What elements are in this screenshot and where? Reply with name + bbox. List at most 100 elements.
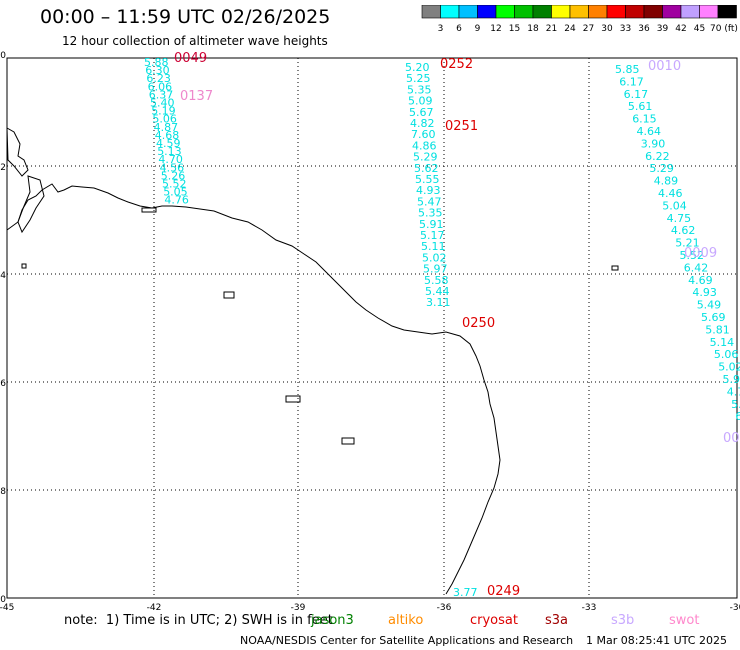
- legend-label: 45: [694, 24, 705, 34]
- footer-source: NOAA/NESDIS Center for Satellite Applica…: [240, 634, 574, 647]
- swh-value: 5.91: [419, 218, 444, 231]
- swh-value: 5.47: [417, 195, 442, 208]
- swh-value: 4.75: [667, 212, 692, 225]
- swh-value: 7.60: [411, 128, 436, 141]
- y-tick-label: -8: [0, 487, 6, 497]
- swh-value: 5.58: [424, 274, 449, 287]
- legend-label: 18: [527, 24, 539, 34]
- legend-label: 3: [438, 24, 444, 34]
- legend-label: 27: [583, 24, 594, 34]
- swh-value: 5.26: [161, 169, 186, 182]
- pass-time-label: 0010: [648, 59, 681, 74]
- y-tick-label: -4: [0, 271, 6, 281]
- island: [141, 207, 157, 213]
- swh-value: 5.25: [406, 72, 431, 85]
- swh-value: 5.19: [151, 105, 176, 118]
- swh-value: 6.22: [645, 150, 670, 163]
- pass-time-label: 0250: [462, 316, 495, 331]
- swh-value: 5.20: [405, 61, 430, 74]
- swh-value: 4.93: [416, 184, 441, 197]
- x-tick-label: -39: [291, 603, 306, 612]
- swh-value: 4.69: [688, 274, 713, 287]
- swh-value: 4.73: [727, 385, 740, 398]
- swh-value: 5.14: [710, 336, 735, 349]
- satellite-s3a: s3a: [545, 613, 569, 628]
- swh-value: 6.15: [632, 113, 657, 126]
- legend-label: 15: [509, 24, 520, 34]
- pass-time-label: 0249: [487, 584, 520, 599]
- swh-value: 6.23: [146, 72, 171, 85]
- swh-value: 5.09: [408, 95, 433, 108]
- swh-value: 4.82: [410, 117, 435, 130]
- map-subtitle: 12 hour collection of altimeter wave hei…: [62, 34, 328, 48]
- swh-value: 5.06: [714, 348, 739, 361]
- altimeter-track: 5.856.176.175.616.154.643.906.225.294.89…: [615, 59, 740, 446]
- satellite-altiko: altiko: [388, 613, 424, 628]
- y-tick-label: -2: [0, 163, 6, 173]
- island: [285, 395, 301, 403]
- island: [21, 263, 27, 269]
- swh-value: 4.89: [654, 175, 679, 188]
- swh-value: 5.21: [675, 237, 700, 250]
- swh-value: 5.85: [615, 63, 640, 76]
- pass-time-label: 00: [723, 431, 740, 446]
- swh-value: 5.29: [413, 151, 438, 164]
- swh-value: 4.87: [154, 121, 179, 134]
- color-legend: 3 6 9 12 15 18 21 24 27 30 33 36 39 42 45 70 (ft): [421, 5, 738, 34]
- swh-value: 3.11: [426, 296, 451, 309]
- map-title: 00:00 – 11:59 UTC 02/26/2025: [40, 6, 331, 28]
- swh-value: 6.42: [684, 261, 709, 274]
- swh-value: 5.67: [409, 106, 434, 119]
- swh-value: 3.77: [453, 586, 478, 599]
- x-tick-label: -36: [437, 603, 452, 612]
- island: [611, 265, 619, 271]
- pass-time-label: 0009: [684, 246, 717, 261]
- swh-value: 5.40: [150, 97, 175, 110]
- legend-label: 36: [638, 24, 650, 34]
- legend-label: 24: [564, 24, 576, 34]
- swh-value: 6.37: [149, 88, 174, 101]
- satellite-s3b: s3b: [611, 613, 635, 628]
- swh-value: 5.61: [628, 100, 653, 113]
- swh-value: 5.52: [680, 249, 705, 262]
- swh-value: 4.70: [158, 153, 183, 166]
- swh-value: 5.13: [157, 145, 182, 158]
- y-tick-label: -6: [0, 379, 6, 389]
- swh-value: 5.02: [422, 251, 447, 264]
- swh-value: 4.64: [637, 125, 662, 138]
- swh-value: 4.68: [155, 129, 180, 142]
- altimeter-track: 5.205.255.355.095.674.827.604.865.295.62…: [405, 57, 520, 599]
- legend-swatch: [717, 5, 737, 19]
- y-tick-label: 0: [0, 51, 6, 61]
- x-tick-label: -30: [730, 603, 740, 612]
- swh-value: 5.04: [662, 199, 687, 212]
- island: [223, 291, 235, 299]
- swh-value: 6.30: [145, 64, 170, 77]
- swh-value: 4.86: [412, 139, 437, 152]
- swh-value: 6.72: [735, 410, 740, 423]
- swh-value: 5.44: [425, 285, 450, 298]
- legend-label: 21: [546, 24, 557, 34]
- legend-label: 6: [456, 24, 462, 34]
- swh-value: 5.62: [414, 162, 439, 175]
- swh-value: 5.29: [649, 162, 674, 175]
- pass-time-label: 0251: [445, 119, 478, 134]
- legend-label: 12: [490, 24, 501, 34]
- swh-value: 5.93: [723, 373, 740, 386]
- swh-value: 5.69: [701, 311, 726, 324]
- x-tick-label: -42: [147, 603, 162, 612]
- legend-label: 42: [675, 24, 686, 34]
- coastline: [17, 175, 45, 234]
- swh-value: 5.55: [731, 398, 740, 411]
- legend-label: 30: [601, 24, 613, 34]
- legend-label: 33: [620, 24, 631, 34]
- swh-value: 5.05: [163, 186, 188, 199]
- island: [341, 437, 355, 445]
- swh-value: 5.49: [697, 299, 722, 312]
- swh-value: 4.56: [160, 161, 185, 174]
- swh-value: 5.06: [152, 113, 177, 126]
- swh-value: 5.02: [718, 361, 740, 374]
- pass-time-label: 0137: [180, 89, 213, 104]
- legend-label: 9: [475, 24, 481, 34]
- x-tick-label: -45: [0, 603, 14, 612]
